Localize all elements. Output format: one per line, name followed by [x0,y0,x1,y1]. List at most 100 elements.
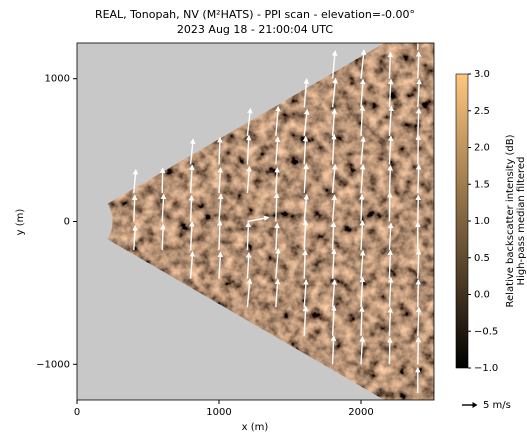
wind-arrow [274,166,280,193]
wind-arrow [331,305,337,336]
colorbar-tick-label: 2.0 [474,143,490,154]
wind-arrow [415,306,422,336]
wind-arrow [359,105,366,136]
y-tick-label: 0 [64,217,70,228]
colorbar-tick-label: −0.5 [474,326,498,337]
wind-arrow [303,78,310,108]
wind-arrow [360,136,366,165]
wind-arrow [387,277,394,308]
wind-arrow [388,105,394,136]
chart-subtitle: 2023 Aug 18 - 21:00:04 UTC [177,23,333,36]
wind-arrow [359,306,365,336]
wind-arrow [189,164,195,193]
wind-arrow [359,193,365,222]
wind-arrow [330,335,337,365]
wind-arrow [245,252,252,279]
wind-arrow [159,167,166,193]
wind-arrow [331,163,338,194]
x-tick-label: 0 [74,407,80,418]
wind-arrow [275,248,281,279]
wind-arrow [132,168,139,194]
wind-arrow [416,78,422,108]
wind-arrow [217,219,223,251]
wind-arrow [303,108,310,136]
y-tick-label: 1000 [45,74,70,85]
wind-arrow [275,105,281,136]
wind-arrow [188,194,195,222]
wind-arrow [160,223,166,251]
colorbar-tick-label: 0.5 [474,253,490,264]
wind-arrow [415,107,422,136]
y-tick-label: −1000 [36,359,70,370]
wind-arrow [302,219,309,251]
wind-arrow [415,279,422,308]
wind-arrow [387,191,393,222]
wind-arrow [360,49,367,79]
y-axis-label: y (m) [15,209,26,236]
wind-arrow [387,78,394,108]
wind-arrow [415,336,422,365]
wind-arrow [245,134,252,165]
wind-arrow [359,250,366,279]
vectors [131,43,422,393]
wind-arrow [330,221,337,251]
wind-arrow [274,278,281,308]
wind-arrow [247,215,270,223]
wind-arrow [331,133,337,165]
wind-arrow [359,163,366,193]
wind-arrow [246,107,253,136]
wind-arrow [359,219,366,251]
colorbar-label: Relative backscatter intensity (dB) [505,134,516,307]
wind-arrow [387,51,394,79]
wind-arrow [302,305,309,336]
wind-arrow [331,194,338,222]
wind-arrow [189,138,196,165]
wind-arrow [217,251,224,279]
x-tick-label: 1000 [206,407,231,418]
wind-arrow [217,136,223,165]
colorbar-tick-label: −1.0 [474,363,498,374]
wind-arrow [417,43,419,51]
wind-arrow [303,163,309,193]
wind-arrow [331,108,338,136]
colorbar-tick-label: 1.5 [474,179,490,190]
wind-arrow [131,194,138,222]
wind-arrow [387,164,394,193]
wind-arrow [160,193,167,222]
wind-arrow [415,134,422,165]
wind-arrow [387,307,394,336]
wind-arrow [245,221,252,251]
wind-arrow [274,136,281,165]
wind-arrow [246,165,252,193]
colorbar-tick-label: 1.0 [474,216,490,227]
wind-arrow [359,78,366,108]
wind-arrow [415,249,422,279]
wind-arrow [274,222,280,251]
quiver-key-label: 5 m/s [483,400,511,411]
colorbar-tick-label: 2.5 [474,106,490,117]
wind-arrow [246,278,253,308]
colorbar-tick-label: 3.0 [474,69,490,80]
wind-arrow [132,224,138,251]
colorbar-tick-label: 0.0 [474,290,490,301]
wind-arrow [273,192,280,222]
wind-arrow [331,77,338,108]
wind-arrow [387,337,393,365]
wind-arrow [303,193,310,222]
wind-arrow [331,279,338,308]
chart-title: REAL, Tonopah, NV (M²HATS) - PPI scan - … [95,8,415,21]
wind-arrow [303,279,309,308]
wind-arrow [302,135,309,165]
wind-arrow [415,194,422,222]
wind-arrow [415,163,422,193]
wind-arrow [359,276,366,308]
wind-arrow [387,249,394,279]
wind-arrow [415,51,422,79]
colorbar-label: High-pass median filtered [516,157,527,286]
x-axis-label: x (m) [242,422,269,433]
wind-arrow [331,50,338,79]
wind-arrow [217,193,224,222]
x-tick-label: 2000 [348,407,373,418]
wind-arrow [189,220,195,251]
